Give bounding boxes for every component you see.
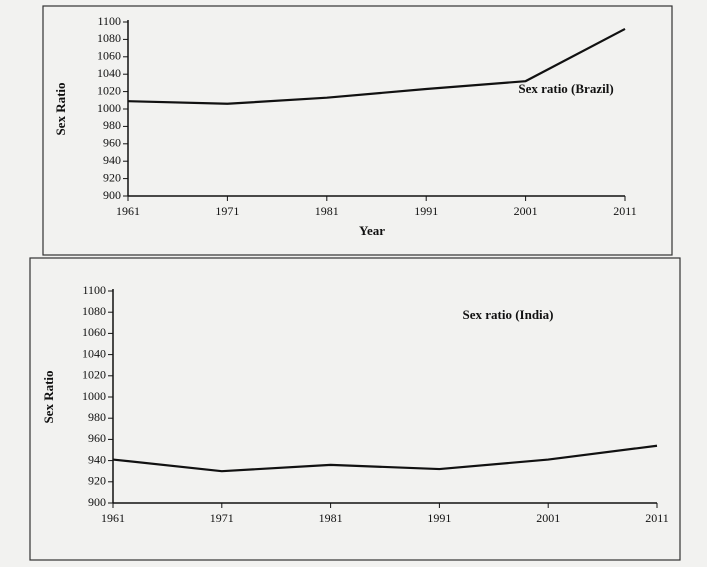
y-tick-label: 960 <box>88 431 106 445</box>
y-tick-label: 1060 <box>82 325 106 339</box>
y-axis-label: Sex Ratio <box>41 370 56 423</box>
x-tick-label: 1991 <box>427 511 451 525</box>
y-tick-label: 940 <box>103 153 121 167</box>
x-tick-label: 2001 <box>514 204 538 218</box>
y-tick-label: 900 <box>88 495 106 509</box>
x-tick-label: 2001 <box>536 511 560 525</box>
y-tick-label: 980 <box>103 118 121 132</box>
line <box>127 27 626 105</box>
x-tick-label: 1961 <box>101 511 125 525</box>
chart-frame <box>42 5 673 256</box>
y-tick-label: 940 <box>88 452 106 466</box>
x-tick-label: 2011 <box>645 511 669 525</box>
y-tick-label: 1020 <box>82 368 106 382</box>
series-label: Sex ratio (Brazil) <box>518 81 613 96</box>
x-tick-label: 2011 <box>613 204 637 218</box>
x-tick-label: 1991 <box>414 204 438 218</box>
y-tick-label: 1080 <box>82 304 106 318</box>
y-tick-label: 1000 <box>82 389 106 403</box>
y-tick-label: 1040 <box>82 346 106 360</box>
y-tick-label: 1040 <box>97 66 121 80</box>
x-axis-label: Year <box>359 223 385 238</box>
y-tick-label: 900 <box>103 188 121 202</box>
y-tick-label: 960 <box>103 136 121 150</box>
y-tick-label: 1100 <box>97 14 121 28</box>
y-tick-label: 980 <box>88 410 106 424</box>
y-axis-label: Sex Ratio <box>53 82 68 135</box>
x-tick-label: 1981 <box>315 204 339 218</box>
y-tick-label: 920 <box>103 170 121 184</box>
y-tick-label: 1080 <box>97 31 121 45</box>
y-tick-label: 1020 <box>97 83 121 97</box>
x-tick-label: 1961 <box>116 204 140 218</box>
y-tick-label: 920 <box>88 474 106 488</box>
x-tick-label: 1971 <box>210 511 234 525</box>
y-tick-label: 1060 <box>97 49 121 63</box>
x-tick-label: 1981 <box>319 511 343 525</box>
y-tick-label: 1100 <box>82 283 106 297</box>
x-tick-label: 1971 <box>215 204 239 218</box>
line <box>112 444 658 473</box>
chart-frame <box>29 257 681 561</box>
series-label: Sex ratio (India) <box>463 307 554 322</box>
y-tick-label: 1000 <box>97 101 121 115</box>
